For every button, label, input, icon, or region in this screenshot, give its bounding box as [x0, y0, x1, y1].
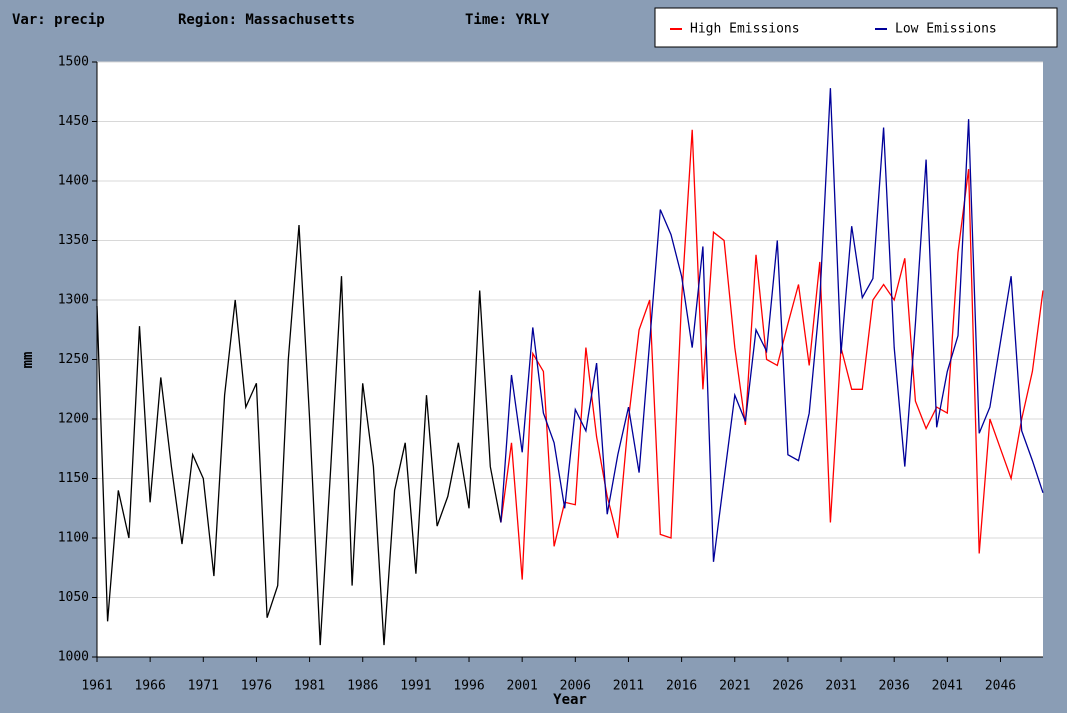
x-tick-label: 1991 [400, 679, 431, 694]
x-tick-label: 1961 [81, 679, 112, 694]
x-tick-label: 2036 [879, 679, 910, 694]
x-tick-label: 2041 [932, 679, 963, 694]
x-tick-label: 1966 [134, 679, 165, 694]
x-tick-label: 1981 [294, 679, 325, 694]
x-tick-label: 2031 [825, 679, 856, 694]
y-tick-label: 1500 [58, 55, 89, 70]
x-tick-label: 1986 [347, 679, 378, 694]
y-tick-label: 1300 [58, 293, 89, 308]
header-var: Var: precip [12, 12, 105, 28]
y-tick-label: 1200 [58, 412, 89, 427]
x-tick-label: 1976 [241, 679, 272, 694]
y-tick-label: 1250 [58, 352, 89, 367]
y-tick-label: 1400 [58, 174, 89, 189]
data-line [500, 88, 1044, 562]
y-tick-label: 1350 [58, 233, 89, 248]
y-axis-label: mm [20, 352, 36, 369]
y-tick-label: 1100 [58, 531, 89, 546]
y-tick-label: 1150 [58, 471, 89, 486]
x-tick-label: 1996 [453, 679, 484, 694]
x-tick-label: 2046 [985, 679, 1016, 694]
data-line [500, 129, 1044, 580]
y-tick-label: 1050 [58, 590, 89, 605]
x-tick-label: 2016 [666, 679, 697, 694]
x-tick-label: 2026 [772, 679, 803, 694]
y-tick-label: 1450 [58, 114, 89, 129]
x-tick-label: 2011 [613, 679, 644, 694]
x-tick-label: 2006 [560, 679, 591, 694]
header-region: Region: Massachusetts [178, 12, 355, 28]
legend-box [654, 7, 1058, 48]
legend-label: Low Emissions [895, 22, 997, 37]
x-tick-label: 1971 [188, 679, 219, 694]
x-axis-label: Year [553, 692, 587, 708]
y-tick-label: 1000 [58, 650, 89, 665]
x-tick-label: 2021 [719, 679, 750, 694]
x-tick-label: 2001 [507, 679, 538, 694]
legend-label: High Emissions [690, 22, 800, 37]
data-line [96, 224, 502, 646]
header-time: Time: YRLY [465, 12, 550, 28]
